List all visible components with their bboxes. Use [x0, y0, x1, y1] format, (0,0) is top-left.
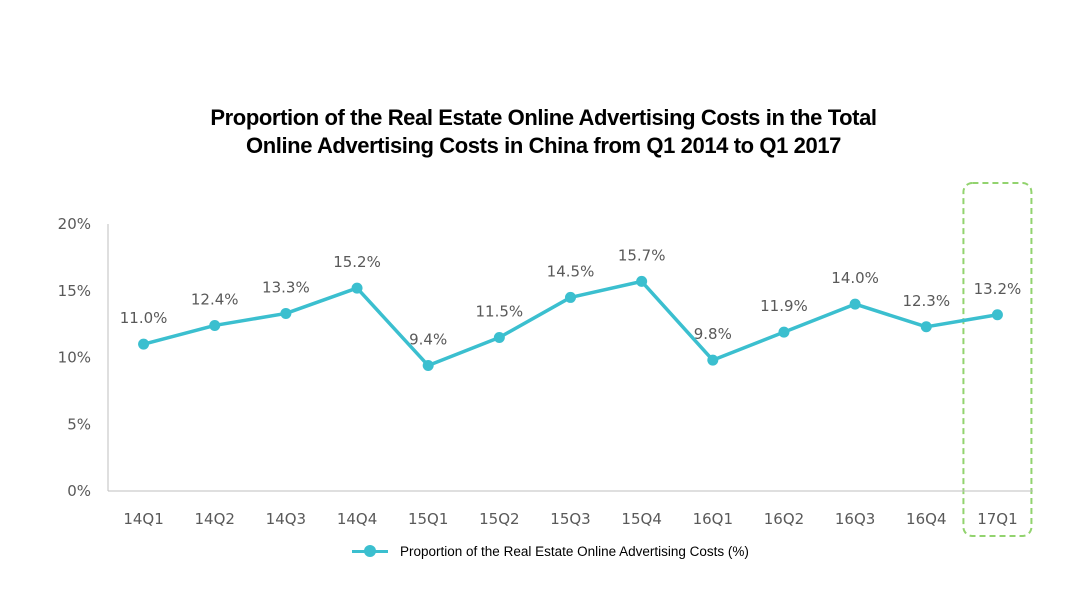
chart-title-line-2: Online Advertising Costs in China from Q…	[246, 133, 841, 158]
data-point	[636, 275, 648, 287]
y-tick-label: 15%	[58, 282, 91, 300]
data-label: 13.2%	[974, 280, 1022, 298]
x-tick-label: 16Q3	[835, 510, 875, 528]
x-tick-label: 15Q4	[621, 510, 661, 528]
data-label: 14.5%	[547, 262, 595, 280]
y-tick-label: 5%	[67, 415, 91, 433]
data-point	[991, 309, 1003, 321]
x-tick-label: 14Q1	[123, 510, 163, 528]
legend: Proportion of the Real Estate Online Adv…	[352, 540, 749, 562]
data-point	[493, 331, 505, 343]
x-tick-label: 16Q4	[906, 510, 946, 528]
data-label: 13.3%	[262, 278, 310, 296]
data-point	[209, 319, 221, 331]
data-label: 15.2%	[333, 253, 381, 271]
data-label: 12.4%	[191, 290, 239, 308]
data-point	[707, 354, 719, 366]
data-point	[778, 326, 790, 338]
legend-label: Proportion of the Real Estate Online Adv…	[400, 543, 749, 559]
highlight-box	[962, 182, 1033, 537]
x-tick-label: 16Q1	[693, 510, 733, 528]
data-label: 12.3%	[902, 292, 950, 310]
data-point	[351, 282, 363, 294]
x-tick-label: 17Q1	[977, 510, 1017, 528]
legend-swatch	[352, 544, 388, 558]
data-point	[565, 291, 576, 303]
data-point	[280, 307, 292, 319]
x-tick-label: 14Q3	[266, 510, 306, 528]
x-tick-label: 15Q3	[550, 510, 590, 528]
data-label: 9.8%	[694, 325, 732, 343]
chart-title: Proportion of the Real Estate Online Adv…	[0, 104, 1087, 160]
data-label: 11.9%	[760, 297, 808, 315]
y-tick-label: 10%	[58, 349, 91, 367]
x-tick-label: 15Q1	[408, 510, 448, 528]
x-tick-label: 14Q4	[337, 510, 377, 528]
x-tick-label: 16Q2	[764, 510, 804, 528]
data-point	[138, 338, 150, 350]
data-point	[422, 360, 434, 372]
data-label: 11.0%	[120, 309, 168, 327]
data-label: 15.7%	[618, 246, 666, 264]
data-label: 9.4%	[409, 331, 447, 349]
data-label: 14.0%	[831, 269, 879, 287]
data-label: 11.5%	[476, 302, 524, 320]
data-point	[849, 298, 861, 310]
chart-title-line-1: Proportion of the Real Estate Online Adv…	[210, 105, 877, 130]
x-tick-label: 15Q2	[479, 510, 519, 528]
data-point	[920, 321, 932, 333]
x-tick-label: 14Q2	[195, 510, 235, 528]
y-tick-label: 0%	[67, 482, 91, 500]
y-tick-label: 20%	[58, 215, 91, 233]
